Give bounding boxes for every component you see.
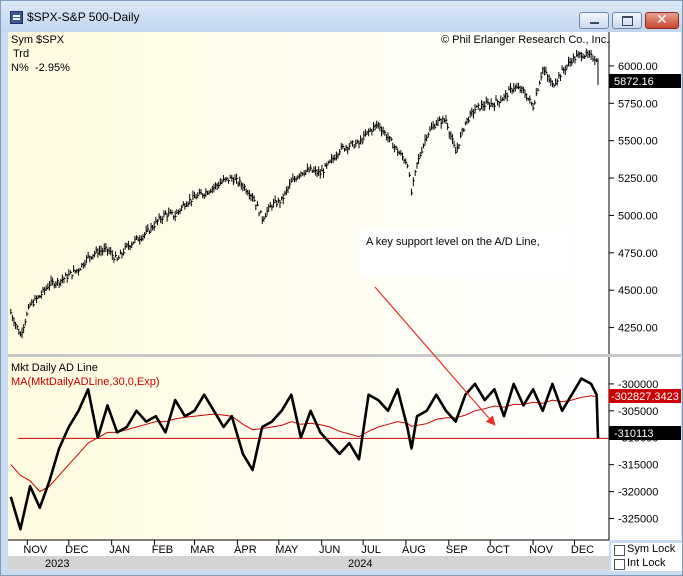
price-tick-label: 5750.00	[618, 98, 658, 110]
int-lock-label: Int Lock	[627, 557, 666, 569]
n-label: N%	[11, 62, 29, 74]
price-tick-label: 5500.00	[618, 136, 658, 148]
ad-panel	[8, 357, 609, 540]
month-label: MAY	[275, 544, 299, 556]
month-label: APR	[234, 544, 257, 556]
price-tick-label: 5250.00	[618, 173, 658, 185]
ad-axis-strip	[609, 357, 681, 540]
ad-title: Mkt Daily AD Line	[11, 362, 98, 374]
annotation-text: A key support level on the A/D Line,	[366, 236, 540, 248]
price-series	[10, 48, 599, 339]
title-bar[interactable]: $SPX-S&P 500-Daily ✕	[1, 1, 682, 32]
ad-line	[9, 377, 600, 531]
ad-tick-label: -305000	[618, 406, 658, 418]
x-axis-months: NOV DEC JAN FEB MAR APR MAY JUN JUL AUG SEP OCT NOV D…	[23, 540, 594, 556]
n-value: -2.95%	[35, 62, 70, 74]
price-last-box	[609, 74, 681, 88]
month-label: AUG	[402, 544, 426, 556]
ad-tick-label: -325000	[618, 513, 658, 525]
price-tick-label: 4750.00	[618, 248, 658, 260]
sym-value: $SPX	[36, 34, 65, 46]
year-2023-label: 2023	[45, 558, 69, 570]
ad-tick-label: -300000	[618, 379, 658, 391]
month-label: NOV	[23, 544, 48, 556]
annotation-box	[360, 230, 568, 278]
month-label: SEP	[446, 544, 468, 556]
month-label: OCT	[487, 544, 511, 556]
price-tick-label: 4500.00	[618, 285, 658, 297]
price-last-label: 5872.16	[614, 76, 654, 88]
month-label: JAN	[109, 544, 130, 556]
month-label: DEC	[571, 544, 594, 556]
int-lock-toggle[interactable]: Int Lock	[611, 557, 682, 571]
price-tick-label: 4250.00	[618, 323, 658, 335]
month-label: FEB	[152, 544, 173, 556]
sym-lock-checkbox[interactable]	[614, 545, 625, 556]
month-label: DEC	[65, 544, 88, 556]
month-label: MAR	[190, 544, 215, 556]
ad-last-box	[609, 426, 681, 440]
window-title: $SPX-S&P 500-Daily	[27, 10, 140, 24]
ma-value-box	[609, 389, 681, 403]
year-2023-box	[8, 556, 111, 570]
maximize-icon[interactable]	[612, 12, 642, 29]
ma-title: MA(MktDailyADLine,30,0,Exp)	[11, 376, 160, 388]
ma-value-label: -302827.3423	[611, 391, 679, 403]
copyright-text: © Phil Erlanger Research Co., Inc.	[441, 34, 609, 46]
app-icon	[10, 11, 23, 24]
month-label: NOV	[529, 544, 554, 556]
sym-lock-label: Sym Lock	[627, 543, 676, 555]
ad-tick-label: -315000	[618, 460, 658, 472]
minimize-icon[interactable]	[579, 12, 609, 29]
month-label: JUL	[361, 544, 381, 556]
sym-label: Sym	[11, 34, 33, 46]
year-2024-box	[111, 556, 609, 570]
price-y-axis: 6000.00 5750.00 5500.00 5250.00 5000.00 4750.…	[609, 61, 658, 335]
trd-label: Trd	[13, 48, 29, 60]
chart-canvas: 6000.00 5750.00 5500.00 5250.00 5000.00 4750.…	[8, 32, 681, 570]
sym-lock-toggle[interactable]: Sym Lock	[611, 543, 682, 557]
panel-divider	[8, 354, 681, 357]
price-panel	[8, 32, 609, 354]
price-tick-label: 6000.00	[618, 61, 658, 73]
annotation-arrow	[374, 286, 496, 426]
ad-last-label: -310113	[614, 428, 654, 440]
price-tick-label: 5000.00	[618, 210, 658, 222]
int-lock-checkbox[interactable]	[614, 559, 625, 570]
year-2024-label: 2024	[348, 558, 372, 570]
ad-tick-label: -320000	[618, 487, 658, 499]
close-icon[interactable]: ✕	[645, 12, 679, 29]
month-label: JUN	[319, 544, 340, 556]
